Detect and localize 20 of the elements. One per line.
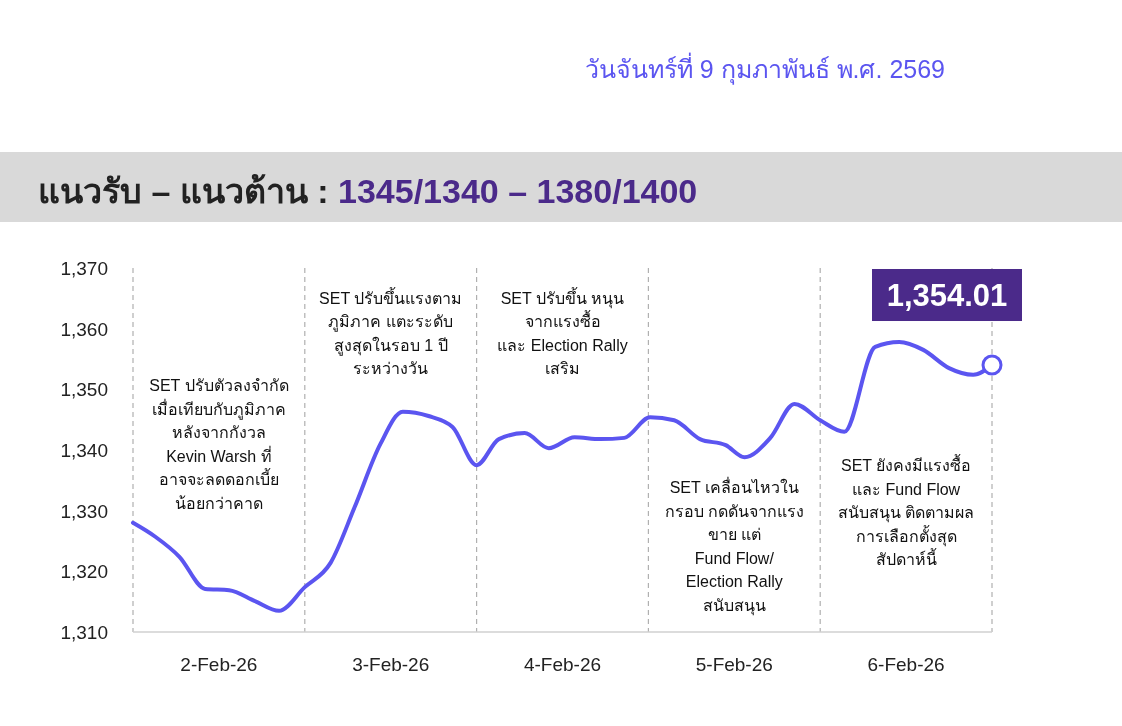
x-tick-label: 3-Feb-26	[352, 654, 430, 675]
x-tick-label: 2-Feb-26	[180, 654, 258, 675]
x-tick-label: 5-Feb-26	[695, 654, 773, 675]
y-tick-label: 1,370	[60, 258, 108, 279]
data-label: 1,354.01	[886, 278, 1008, 314]
annotation: SET ปรับตัวลงจำกัด เมื่อเทียบกับภูมิภาค หลังจากกังวล Kevin Warsh ที่ อาจจะลดดอกเบี้ย น้อยกว่าคาด	[149, 377, 289, 512]
y-tick-label: 1,360	[60, 318, 108, 340]
chart-subtitle: วันจันทร์ที่ 9 กุมภาพันธ์ พ.ศ. 2569	[584, 52, 945, 85]
annotation: SET ปรับขึ้นแรงตาม ภูมิภาค แตะระดับ สูงสุดในรอบ 1 ปี ระหว่างวัน	[319, 286, 463, 378]
annotation: SET ปรับขึ้น หนุน จากแรงซื้อ และ Election Rally เสริม	[497, 286, 628, 378]
x-tick-label: 4-Feb-26	[523, 654, 602, 675]
annotation: SET เคลื่อนไหวใน กรอบ กดดันจากแรง ขาย แต่ Fund Flow/ Election Rally สนับสนุน	[664, 476, 805, 616]
y-tick-label: 1,330	[60, 500, 108, 522]
y-tick-label: 1,340	[60, 440, 108, 461]
y-tick-label: 1,350	[60, 379, 108, 401]
y-tick-label: 1,310	[60, 622, 108, 643]
chart-title: แนวรับ – แนวต้าน : 1345/1340 – 1380/1400	[38, 172, 698, 210]
y-tick-label: 1,320	[60, 561, 108, 583]
annotation: SET ยังคงมีแรงซื้อ และ Fund Flow สนับสนุน ติดตามผล การเลือกตั้งสุด สัปดาห์นี้	[837, 454, 975, 569]
x-tick-label: 6-Feb-26	[867, 654, 945, 675]
